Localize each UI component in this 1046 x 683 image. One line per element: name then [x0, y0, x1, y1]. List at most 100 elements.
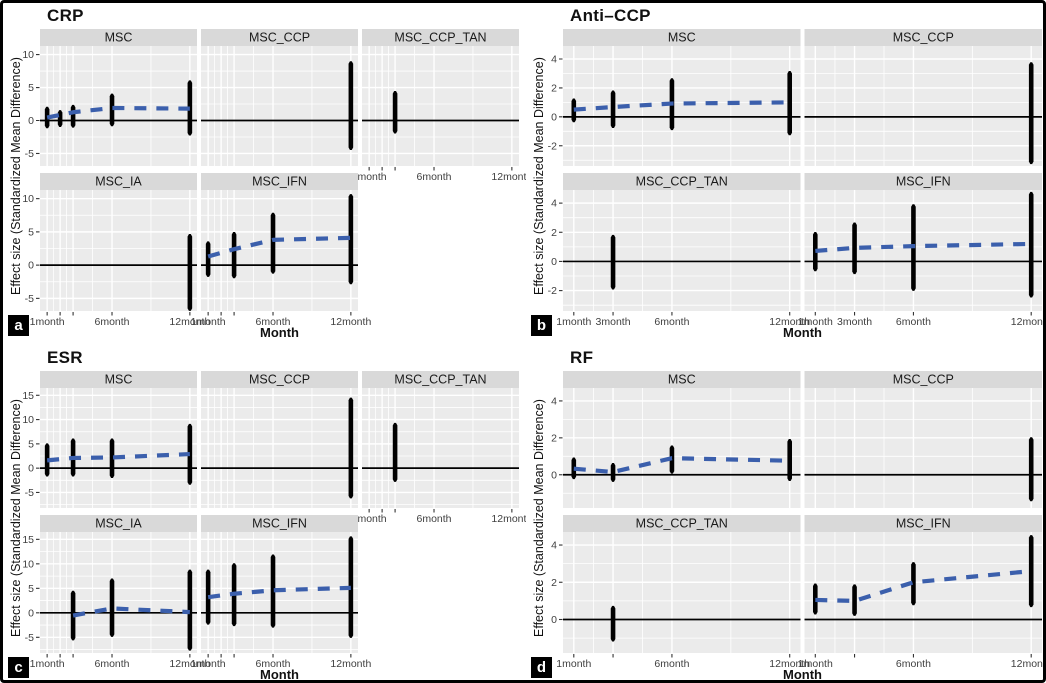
tick-label: MSC_IA [95, 517, 142, 531]
panel-background [201, 190, 358, 311]
chart-a: MSC -5 0 5 10 MSC_CCP MSC_CCP_TAN 1month 6month 1… [22, 29, 532, 328]
facet-MSC_CCP: MSC_CCP [201, 29, 358, 166]
facet-strip [40, 371, 197, 388]
facet-MSC_IFN: MSC_IFN 1month 3month 6month 12month [798, 173, 1043, 328]
panel-background [804, 532, 1042, 653]
panel-letter-badge: b [530, 314, 553, 337]
facet-strip [201, 173, 358, 190]
tick-label: 10 [22, 414, 34, 426]
facet-MSC_IA: MSC_IA -5 0 5 10 1month 6month 12month [22, 173, 210, 328]
facet-MSC: MSC -5 0 5 10 15 [22, 371, 197, 508]
panel-title: Anti–CCP [570, 6, 651, 25]
x-axis-title: Month [260, 325, 299, 340]
facet-strip [804, 515, 1042, 532]
facet-MSC_IFN: MSC_IFN 1month 6month 12month [191, 515, 371, 670]
ci-bar [852, 222, 857, 275]
facet-MSC_CCP: MSC_CCP [201, 371, 358, 508]
tick-label: 6month [416, 513, 451, 525]
facet-MSC_IFN: MSC_IFN 1month 6month 12month [798, 515, 1043, 670]
x-axis-title: Month [783, 667, 822, 682]
ci-bar [1028, 535, 1034, 608]
facet-MSC_CCP_TAN: MSC_CCP_TAN 1month 6month 12month [352, 29, 532, 183]
tick-label: 4 [551, 540, 557, 552]
facet-MSC_CCP_TAN: MSC_CCP_TAN 1month 6month 12month [352, 371, 532, 525]
tick-label: 6month [94, 316, 129, 328]
facet-strip [40, 173, 197, 190]
facet-strip [201, 515, 358, 532]
tick-label: 12month [330, 658, 371, 670]
tick-label: 6month [896, 316, 931, 328]
ci-bar [205, 569, 211, 625]
facet-strip [563, 173, 801, 190]
panel-background [362, 46, 519, 166]
panel-background [40, 190, 197, 311]
ci-bar [57, 110, 63, 127]
tick-label: MSC_CCP [249, 373, 310, 387]
ci-bar [109, 93, 115, 127]
tick-label: 1month [556, 316, 591, 328]
tick-label: -5 [25, 293, 34, 305]
trend-line [815, 241, 1032, 254]
facet-strip [40, 29, 197, 46]
tick-label: 4 [551, 54, 557, 66]
tick-label: MSC_CCP_TAN [394, 31, 486, 45]
panel-background [563, 190, 801, 311]
panel-background [563, 388, 801, 508]
tick-label: 0 [28, 463, 34, 475]
tick-label: 5 [28, 226, 34, 238]
chart-b: MSC -2 0 2 4 MSC_CCP MSC_CCP_TAN -2 0 2 4 1month 3mo… [548, 29, 1043, 328]
tick-label: 0 [551, 614, 557, 626]
tick-label: 1month [30, 658, 65, 670]
trend-line [573, 456, 790, 475]
facet-MSC: MSC -2 0 2 4 [548, 29, 801, 166]
trend-line [72, 606, 190, 618]
panel-letter-badge: a [7, 314, 30, 337]
ci-bar [109, 438, 115, 478]
tick-label: 3month [837, 316, 872, 328]
anticcp-chart: MSC -2 0 2 4 MSC_CCP MSC_CCP_TAN -2 0 2 4 1month 3mo… [526, 3, 1043, 344]
trend-line [46, 451, 190, 463]
ci-bar [348, 194, 354, 285]
tick-label: 10 [22, 193, 34, 205]
tick-label: MSC_CCP_TAN [394, 373, 486, 387]
ci-bar [911, 562, 916, 606]
ci-bar [1028, 437, 1034, 502]
tick-label: 12month [169, 658, 210, 670]
tick-label: 6month [654, 658, 689, 670]
facet-strip [40, 515, 197, 532]
ci-bar [348, 397, 354, 499]
panel-background [804, 46, 1042, 166]
facet-MSC: MSC 0 2 4 [551, 371, 801, 508]
tick-label: 6month [255, 316, 290, 328]
tick-label: MSC_CCP [249, 31, 310, 45]
ci-bar [610, 463, 616, 482]
tick-label: -5 [25, 148, 34, 160]
tick-label: MSC_IFN [252, 175, 307, 189]
ci-bar [812, 583, 818, 615]
facet-MSC_CCP_TAN: MSC_CCP_TAN -2 0 2 4 1month 3month 6month 12mont… [548, 173, 810, 328]
panel-background [804, 388, 1042, 508]
panel-background [40, 388, 197, 508]
facet-MSC_CCP: MSC_CCP [804, 29, 1042, 166]
x-axis-title: Month [260, 667, 299, 682]
facet-MSC: MSC -5 0 5 10 [22, 29, 197, 166]
facet-strip [563, 29, 801, 46]
facet-strip [201, 29, 358, 46]
tick-label: 1month [191, 316, 226, 328]
tick-label: MSC_IFN [252, 517, 307, 531]
ci-bar [109, 578, 115, 637]
ci-bar [270, 554, 276, 628]
trend-line [815, 569, 1032, 603]
ci-bar [610, 234, 616, 290]
tick-label: MSC_CCP_TAN [636, 517, 728, 531]
tick-label: 1month [798, 316, 833, 328]
tick-label: 6month [94, 658, 129, 670]
tick-label: 5 [28, 438, 34, 450]
ci-bar [187, 234, 193, 311]
ci-bar [571, 457, 577, 480]
tick-label: MSC [105, 31, 133, 45]
ci-bar [205, 241, 211, 277]
facet-strip [804, 29, 1042, 46]
panel-letter-badge: d [530, 656, 553, 679]
